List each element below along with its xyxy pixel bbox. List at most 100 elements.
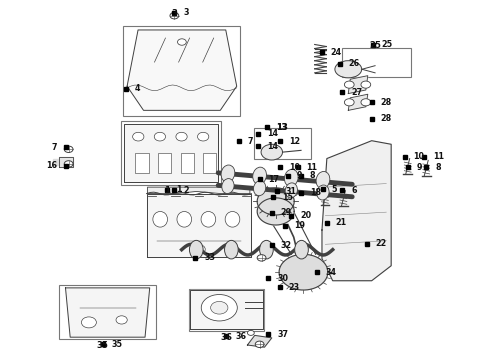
Bar <box>254 128 311 158</box>
Circle shape <box>257 255 266 261</box>
Ellipse shape <box>176 132 187 141</box>
Bar <box>59 285 156 339</box>
Text: 29: 29 <box>281 208 292 217</box>
Polygon shape <box>247 336 272 347</box>
Text: 34: 34 <box>326 268 337 277</box>
Polygon shape <box>147 187 250 194</box>
Circle shape <box>177 39 186 45</box>
Text: 32: 32 <box>281 240 292 249</box>
Ellipse shape <box>177 211 192 227</box>
Text: 8: 8 <box>310 171 316 180</box>
Text: 11: 11 <box>306 163 318 172</box>
Ellipse shape <box>224 240 238 259</box>
Circle shape <box>255 341 264 347</box>
Text: 10: 10 <box>414 152 424 161</box>
Text: 13: 13 <box>276 123 289 132</box>
Text: 3: 3 <box>172 9 177 18</box>
Circle shape <box>261 144 283 160</box>
Text: 12: 12 <box>289 137 300 146</box>
Text: 26: 26 <box>349 59 360 68</box>
Circle shape <box>247 330 254 336</box>
Text: 7: 7 <box>51 143 57 152</box>
Text: 9: 9 <box>417 163 422 172</box>
Text: 2: 2 <box>183 185 189 194</box>
Ellipse shape <box>133 132 144 141</box>
Text: 20: 20 <box>300 211 311 220</box>
Ellipse shape <box>193 244 205 254</box>
Polygon shape <box>322 141 391 281</box>
Ellipse shape <box>260 240 273 259</box>
Polygon shape <box>124 124 218 182</box>
Bar <box>123 26 240 116</box>
Circle shape <box>361 81 371 88</box>
Polygon shape <box>147 194 251 257</box>
Bar <box>181 153 194 173</box>
Ellipse shape <box>201 211 216 227</box>
Ellipse shape <box>190 240 203 259</box>
Text: 17: 17 <box>269 175 279 184</box>
Text: 1: 1 <box>176 185 181 194</box>
Polygon shape <box>127 30 237 111</box>
Ellipse shape <box>225 211 240 227</box>
Polygon shape <box>59 157 74 167</box>
Text: 23: 23 <box>289 283 300 292</box>
Text: 6: 6 <box>351 185 357 194</box>
Polygon shape <box>191 291 263 329</box>
Text: 37: 37 <box>277 330 288 339</box>
Text: 30: 30 <box>277 274 288 283</box>
Text: 28: 28 <box>380 114 392 123</box>
Text: 5: 5 <box>332 185 337 194</box>
Text: 13: 13 <box>276 123 287 132</box>
Bar <box>203 153 216 173</box>
Circle shape <box>361 99 371 106</box>
Circle shape <box>64 146 73 153</box>
Text: 22: 22 <box>375 239 387 248</box>
Text: 9: 9 <box>296 171 302 180</box>
Ellipse shape <box>154 132 166 141</box>
Polygon shape <box>279 254 328 290</box>
Circle shape <box>64 161 73 167</box>
Ellipse shape <box>197 132 209 141</box>
Circle shape <box>116 316 127 324</box>
Text: 33: 33 <box>204 253 215 262</box>
Text: 24: 24 <box>331 48 342 57</box>
Circle shape <box>211 301 228 314</box>
Ellipse shape <box>335 61 362 78</box>
Polygon shape <box>52 159 59 165</box>
Ellipse shape <box>316 171 330 189</box>
Bar <box>189 289 265 331</box>
Circle shape <box>170 13 179 19</box>
Ellipse shape <box>221 165 235 182</box>
Polygon shape <box>348 94 368 111</box>
Circle shape <box>344 99 354 106</box>
Text: 1: 1 <box>164 186 170 195</box>
Polygon shape <box>257 188 294 215</box>
Text: 7: 7 <box>248 137 253 146</box>
Polygon shape <box>66 288 150 337</box>
Circle shape <box>201 294 237 321</box>
Text: 27: 27 <box>351 88 362 97</box>
Ellipse shape <box>317 185 329 200</box>
Ellipse shape <box>153 211 168 227</box>
Text: 14: 14 <box>267 129 278 138</box>
Polygon shape <box>257 198 294 225</box>
Text: 31: 31 <box>286 187 296 196</box>
Text: 35: 35 <box>112 340 122 349</box>
Text: 11: 11 <box>433 152 444 161</box>
Ellipse shape <box>285 183 297 198</box>
Text: 14: 14 <box>267 141 278 150</box>
Bar <box>158 153 171 173</box>
Ellipse shape <box>294 240 308 259</box>
Text: 28: 28 <box>380 98 392 107</box>
Ellipse shape <box>222 179 234 194</box>
Text: 35: 35 <box>97 341 109 350</box>
Ellipse shape <box>253 167 267 184</box>
Bar <box>343 48 411 77</box>
Polygon shape <box>348 76 368 94</box>
Circle shape <box>81 317 97 328</box>
Text: 15: 15 <box>282 193 293 202</box>
Text: 18: 18 <box>310 188 321 197</box>
Text: 16: 16 <box>46 161 57 170</box>
Text: 4: 4 <box>134 84 140 93</box>
Text: 25: 25 <box>381 40 392 49</box>
